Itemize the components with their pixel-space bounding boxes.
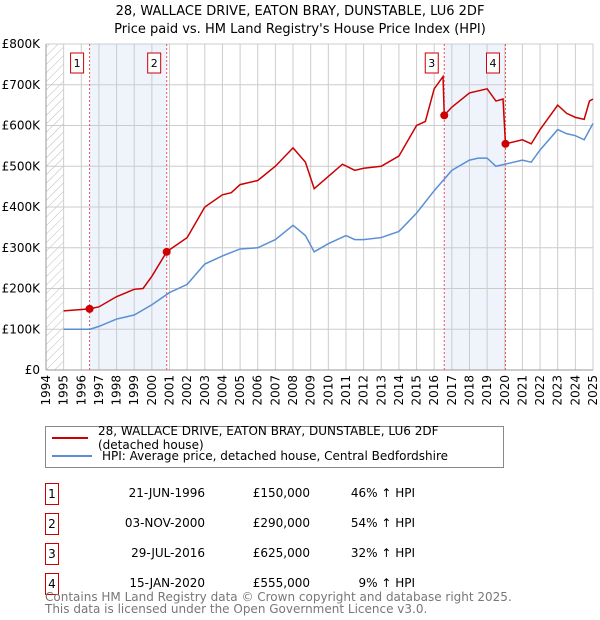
x-tick-label: 2013	[374, 375, 388, 406]
legend-label: HPI: Average price, detached house, Cent…	[102, 449, 449, 463]
y-tick-label: £0	[25, 363, 40, 377]
footer-licence: This data is licensed under the Open Gov…	[45, 602, 428, 616]
sale-hpi-diff: 46% ↑ HPI	[350, 486, 415, 500]
x-tick-label: 2003	[198, 375, 212, 406]
y-tick-label: £300K	[2, 241, 42, 255]
chart-subtitle: Price paid vs. HM Land Registry's House …	[114, 22, 486, 37]
x-tick-label: 2002	[180, 375, 194, 406]
sale-price: £150,000	[252, 486, 310, 500]
y-tick-label: £800K	[2, 37, 42, 51]
sale-number-badge: 4	[45, 573, 59, 595]
sale-date: 21-JUN-1996	[128, 486, 205, 500]
sale-price: £290,000	[252, 516, 310, 530]
y-tick-label: £500K	[2, 159, 42, 173]
x-tick-label: 2012	[357, 375, 371, 406]
y-tick-label: £200K	[2, 282, 42, 296]
sale-badge	[70, 52, 85, 74]
x-tick-label: 2023	[551, 375, 565, 406]
x-tick-label: 1999	[127, 375, 141, 406]
x-tick-label: 2010	[321, 375, 335, 406]
sale-hpi-diff: 9% ↑ HPI	[358, 576, 415, 590]
sale-badge-label: 1	[74, 57, 81, 70]
sale-badge-label: 3	[428, 57, 435, 70]
x-tick-label: 2020	[498, 375, 512, 406]
x-tick-label: 2021	[515, 375, 529, 406]
legend-swatch-red	[52, 437, 88, 439]
legend-item-hpi: HPI: Average price, detached house, Cent…	[52, 448, 448, 464]
y-tick-label: £100K	[2, 322, 42, 336]
legend: 28, WALLACE DRIVE, EATON BRAY, DUNSTABLE…	[45, 424, 504, 468]
sale-date: 15-JAN-2020	[129, 576, 205, 590]
x-tick-label: 2014	[392, 375, 406, 406]
x-tick-label: 1996	[74, 375, 88, 406]
sale-badge	[424, 52, 439, 74]
sale-badge-label: 2	[151, 57, 158, 70]
sale-row: 3 29-JUL-2016 £625,000 32% ↑ HPI	[45, 543, 545, 565]
sale-date: 03-NOV-2000	[124, 516, 205, 530]
sale-number-badge: 3	[45, 543, 59, 565]
sale-price: £555,000	[252, 576, 310, 590]
x-tick-label: 2017	[445, 375, 459, 406]
sale-point	[162, 247, 171, 256]
x-tick-label: 2018	[462, 375, 476, 406]
sale-number-badge: 2	[45, 513, 59, 535]
legend-item-property: 28, WALLACE DRIVE, EATON BRAY, DUNSTABLE…	[52, 424, 503, 452]
sale-badge-label: 4	[489, 57, 496, 70]
y-tick-label: £400K	[2, 200, 42, 214]
legend-swatch-blue	[52, 455, 92, 457]
x-tick-label: 2025	[586, 375, 600, 406]
sale-point	[85, 304, 94, 313]
sale-number-badge: 1	[45, 483, 59, 505]
x-tick-label: 2015	[410, 375, 424, 406]
sale-row: 1 21-JUN-1996 £150,000 46% ↑ HPI	[45, 483, 545, 505]
sale-badge	[147, 52, 162, 74]
x-tick-label: 2009	[304, 375, 318, 406]
sale-row: 2 03-NOV-2000 £290,000 54% ↑ HPI	[45, 513, 545, 535]
y-tick-label: £600K	[2, 119, 42, 133]
sale-price: £625,000	[252, 546, 310, 560]
y-tick-label: £700K	[2, 78, 42, 92]
x-tick-label: 1994	[39, 375, 53, 406]
x-tick-label: 2006	[251, 375, 265, 406]
x-tick-label: 2001	[163, 375, 177, 406]
sale-hpi-diff: 32% ↑ HPI	[350, 546, 415, 560]
chart-title: 28, WALLACE DRIVE, EATON BRAY, DUNSTABLE…	[115, 4, 485, 19]
legend-label: 28, WALLACE DRIVE, EATON BRAY, DUNSTABLE…	[98, 424, 439, 452]
sale-hpi-diff: 54% ↑ HPI	[350, 516, 415, 530]
price-chart: 1994 1995 1996 1997 1998 1999 2000 2001 2002 2003…	[2, 37, 600, 406]
sale-point	[440, 111, 449, 120]
x-tick-label: 1998	[110, 375, 124, 406]
sale-point	[501, 139, 510, 148]
x-tick-label: 2008	[286, 375, 300, 406]
x-tick-label: 1997	[92, 375, 106, 406]
x-tick-label: 2005	[233, 375, 247, 406]
footer-copyright: Contains HM Land Registry data © Crown c…	[45, 590, 512, 604]
sale-row: 4 15-JAN-2020 £555,000 9% ↑ HPI	[45, 573, 545, 595]
sale-badge	[485, 52, 500, 74]
x-tick-label: 2004	[215, 375, 229, 406]
x-tick-label: 2016	[427, 375, 441, 406]
x-tick-label: 2019	[480, 375, 494, 406]
x-tick-label: 2000	[145, 375, 159, 406]
x-tick-label: 2007	[268, 375, 282, 406]
x-tick-label: 2011	[339, 375, 353, 406]
x-tick-label: 2022	[533, 375, 547, 406]
x-tick-label: 2024	[568, 375, 582, 406]
sale-date: 29-JUL-2016	[131, 546, 205, 560]
hpi-line	[63, 123, 594, 330]
x-tick-label: 1995	[57, 375, 71, 406]
